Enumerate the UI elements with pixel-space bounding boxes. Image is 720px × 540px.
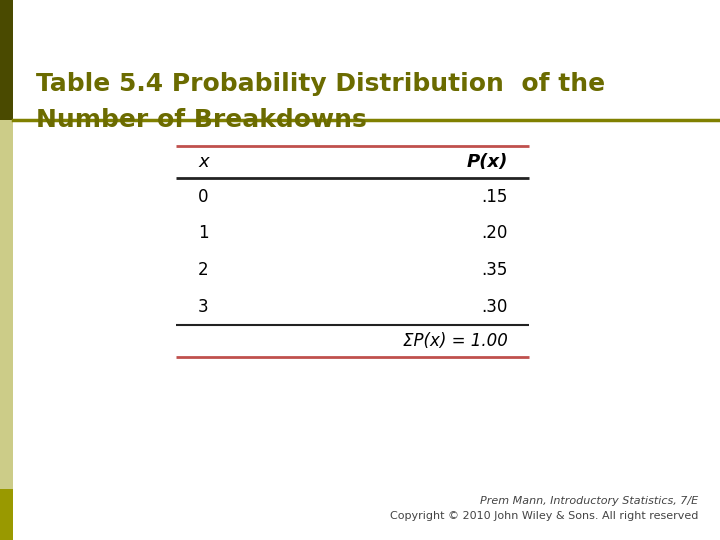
Text: Number of Breakdowns: Number of Breakdowns [36,108,366,132]
FancyBboxPatch shape [13,0,720,120]
Text: .30: .30 [481,298,508,316]
Text: Copyright © 2010 John Wiley & Sons. All right reserved: Copyright © 2010 John Wiley & Sons. All … [390,511,698,521]
Text: .35: .35 [481,261,508,279]
FancyBboxPatch shape [13,489,720,540]
Text: P(x): P(x) [467,153,508,171]
FancyBboxPatch shape [0,489,13,540]
Text: 2: 2 [198,261,209,279]
Text: x: x [198,153,209,171]
FancyBboxPatch shape [0,120,13,489]
Text: 0: 0 [198,187,209,206]
Text: Table 5.4 Probability Distribution  of the: Table 5.4 Probability Distribution of th… [36,72,605,96]
Text: .15: .15 [481,187,508,206]
Text: 3: 3 [198,298,209,316]
Text: .20: .20 [481,224,508,242]
Text: 1: 1 [198,224,209,242]
Text: Prem Mann, Introductory Statistics, 7/E: Prem Mann, Introductory Statistics, 7/E [480,496,698,506]
Text: ΣP(x) = 1.00: ΣP(x) = 1.00 [402,332,508,350]
FancyBboxPatch shape [13,120,720,489]
FancyBboxPatch shape [0,0,13,120]
